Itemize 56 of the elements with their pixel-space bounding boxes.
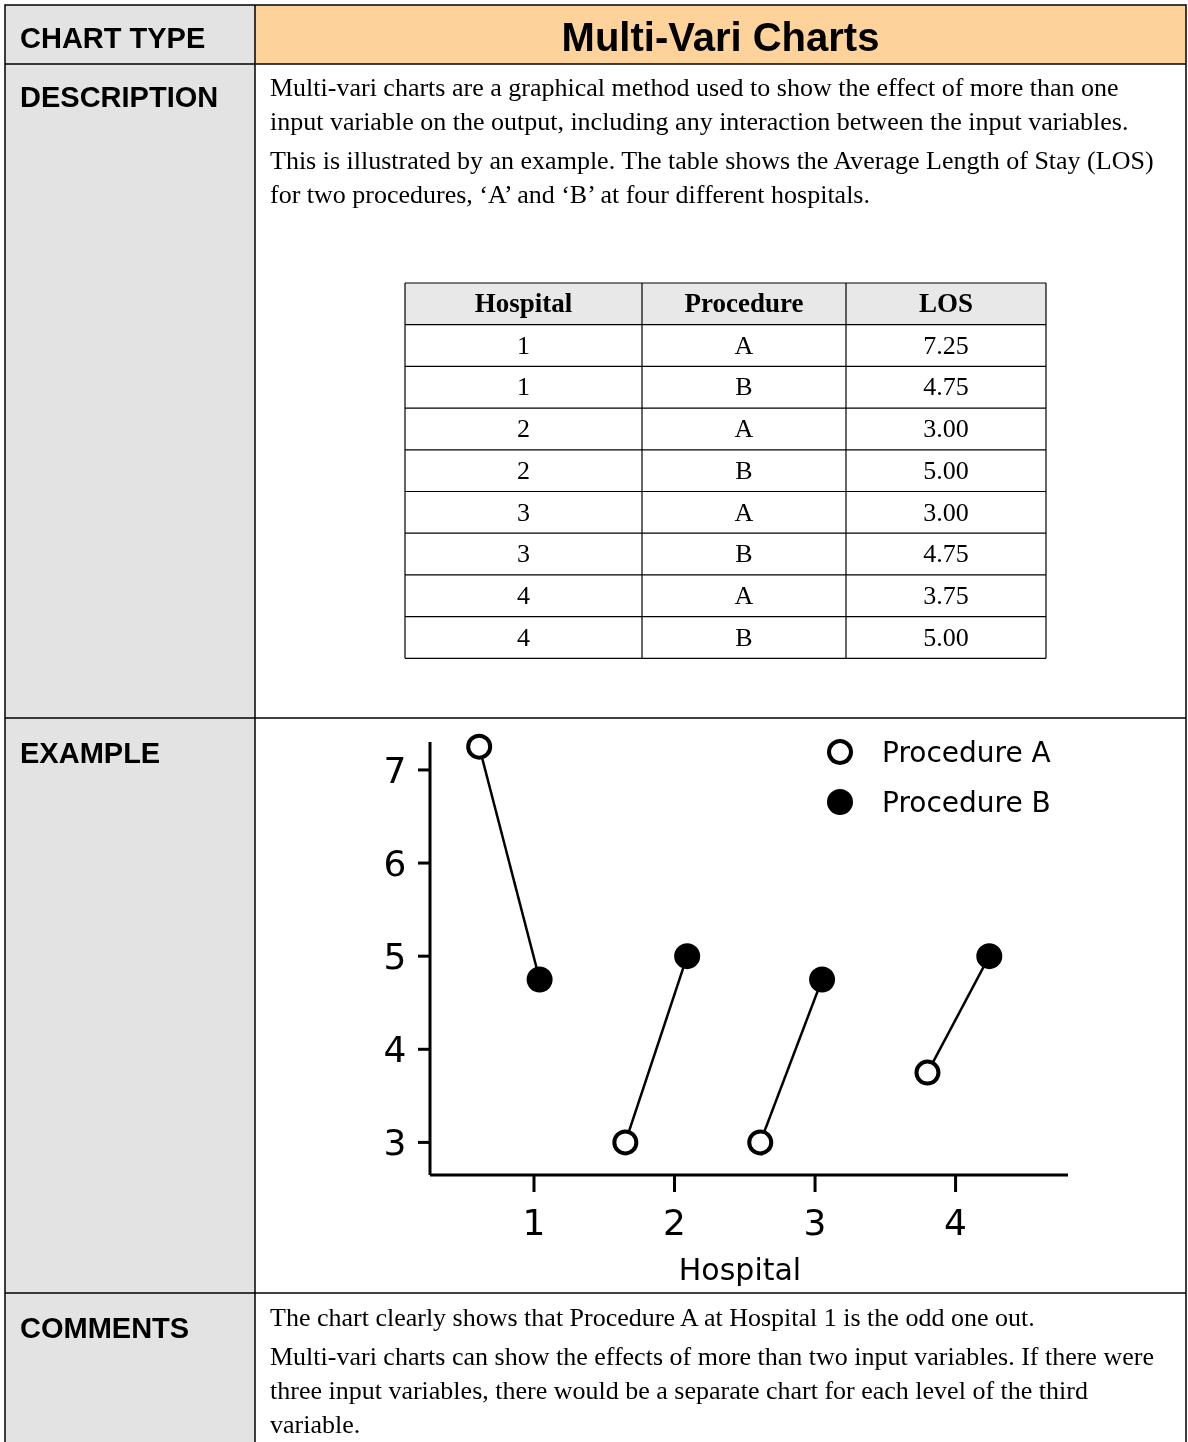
text: Procedure xyxy=(684,288,804,318)
text: 1 xyxy=(517,330,530,360)
text: Hospital xyxy=(474,288,573,318)
x-tick-label: 4 xyxy=(944,1202,968,1243)
text: LOS xyxy=(918,288,974,318)
text: 3 xyxy=(517,539,530,569)
text: The chart clearly shows that Procedure A at Hospital 1 is the odd one out. xyxy=(270,1303,1035,1332)
text: 2 xyxy=(517,414,530,444)
point xyxy=(976,943,1003,970)
text: This is illustrated by an example. The table shows the Average Length of Stay (LOS) for two procedures, ‘A’ and ‘B’ at four different hospitals. xyxy=(270,146,1154,209)
point xyxy=(466,733,493,760)
text: Multi-vari charts can show the effects of more than two input variables. If there were three input variables, there would be a separate chart for each level of the third variable. xyxy=(270,1342,1154,1439)
y-tick-label: 6 xyxy=(383,842,407,884)
text: Multi-vari charts are a graphical method used to show the effect of more than one input variable on the output, including any interaction between the input variables. xyxy=(270,73,1129,136)
text: COMMENTS xyxy=(20,1312,190,1344)
y-tick-label: 3 xyxy=(383,1122,407,1164)
text: EXAMPLE xyxy=(20,737,161,769)
point xyxy=(809,966,836,993)
point xyxy=(747,1129,774,1156)
point xyxy=(914,1059,941,1086)
text: 5.00 xyxy=(923,622,969,652)
text: B xyxy=(735,539,753,569)
text: DESCRIPTION xyxy=(20,81,219,113)
point xyxy=(526,966,553,993)
text: A xyxy=(734,497,754,527)
y-tick-label: 7 xyxy=(383,749,407,791)
point xyxy=(674,943,701,970)
legend-label: Procedure B xyxy=(882,785,1051,819)
text: 3.00 xyxy=(923,414,969,444)
text: 3.75 xyxy=(923,580,969,610)
point xyxy=(612,1129,639,1156)
text: 4 xyxy=(517,622,530,652)
text: B xyxy=(735,372,753,402)
x-tick-label: 1 xyxy=(522,1202,546,1243)
text: 4.75 xyxy=(923,372,969,402)
x-tick-label: 3 xyxy=(803,1202,827,1243)
text: 1 xyxy=(517,372,530,402)
text: 4.75 xyxy=(923,539,969,569)
x-tick-label: 2 xyxy=(663,1202,686,1243)
text: 5.00 xyxy=(923,455,969,485)
text: 3 xyxy=(517,497,530,527)
text: B xyxy=(735,455,753,485)
y-tick-label: 5 xyxy=(383,935,407,977)
legend-label: Procedure A xyxy=(882,735,1051,769)
text: 3.00 xyxy=(923,497,969,527)
text: A xyxy=(734,580,754,610)
text: 4 xyxy=(517,580,530,610)
text: A xyxy=(734,330,754,360)
text: A xyxy=(734,414,754,444)
text: CHART TYPE xyxy=(20,22,206,54)
text: B xyxy=(735,622,753,652)
text: 7.25 xyxy=(923,330,969,360)
x-axis-title: Hospital xyxy=(678,1252,802,1287)
text: 2 xyxy=(517,455,530,485)
y-tick-label: 4 xyxy=(383,1028,407,1070)
chart-title: Multi-Vari Charts xyxy=(561,15,880,59)
